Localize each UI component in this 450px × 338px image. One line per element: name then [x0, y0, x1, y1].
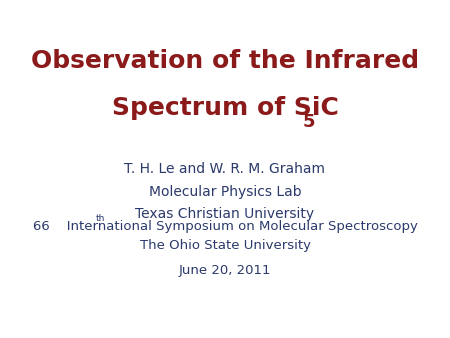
Text: th: th — [95, 214, 105, 223]
Text: Molecular Physics Lab
Texas Christian University: Molecular Physics Lab Texas Christian Un… — [135, 185, 315, 221]
Text: T. H. Le and W. R. M. Graham: T. H. Le and W. R. M. Graham — [125, 162, 325, 176]
Text: 5: 5 — [302, 113, 315, 131]
Text: Observation of the Infrared: Observation of the Infrared — [31, 49, 419, 73]
Text: June 20, 2011: June 20, 2011 — [179, 264, 271, 277]
Text: The Ohio State University: The Ohio State University — [140, 239, 310, 252]
Text: 66    International Symposium on Molecular Spectroscopy: 66 International Symposium on Molecular … — [32, 220, 418, 233]
Text: Spectrum of SiC: Spectrum of SiC — [112, 96, 338, 120]
